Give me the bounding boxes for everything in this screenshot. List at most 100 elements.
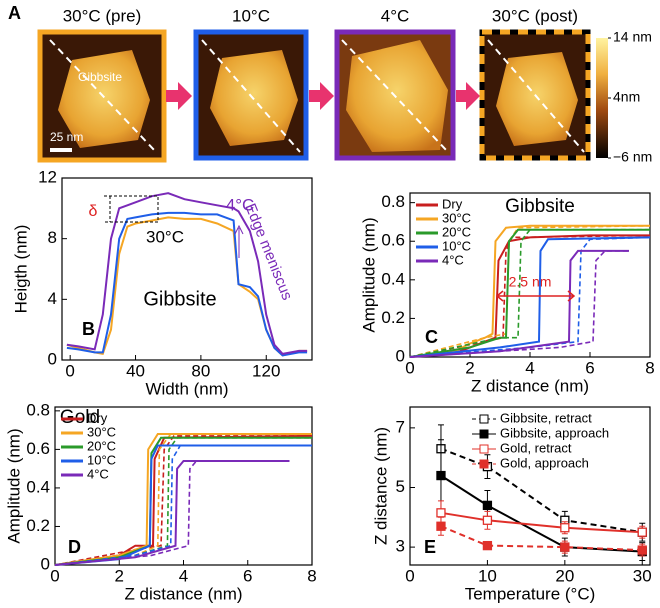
marker (482, 540, 493, 551)
chart-title: Gibbsite (505, 196, 575, 217)
series-line (440, 474, 643, 553)
series-line (440, 447, 643, 534)
series-line-dashed (54, 444, 312, 566)
gap-arrow (495, 290, 576, 302)
legend-label: Gibbsite, retract (500, 410, 592, 425)
panel-label: D (68, 537, 81, 557)
colorbar-tick-label: −6 nm (613, 149, 652, 165)
series-line-dashed (409, 234, 651, 358)
y-tick-label: 3 (396, 537, 405, 556)
marker (637, 545, 647, 555)
x-tick-label: 2 (465, 358, 474, 377)
legend-marker (479, 414, 489, 424)
marker (436, 521, 446, 531)
y-axis-label: Heigth (nm) (11, 225, 30, 314)
legend-label: 20°C (87, 438, 116, 453)
series-label: 30°C (146, 227, 184, 246)
y-axis-label: Amplitude (nm) (359, 217, 378, 332)
x-tick-label: 120 (252, 361, 280, 380)
y-tick-label: 0.4 (381, 269, 405, 288)
legend-label: Gibbsite, approach (500, 425, 609, 440)
legend-label: 20°C (442, 224, 471, 239)
legend-marker (479, 429, 489, 439)
y-tick-label: 0 (48, 349, 57, 368)
image-title: 10°C (232, 6, 270, 25)
series-line (440, 511, 643, 534)
x-tick-label: 2 (115, 566, 124, 585)
y-tick-label: 8 (48, 228, 57, 247)
marker (436, 508, 446, 518)
x-tick-label: 0 (405, 358, 414, 377)
series-line-dashed (409, 250, 629, 358)
x-tick-label: 8 (307, 566, 316, 585)
marker (560, 523, 570, 533)
marker (436, 470, 446, 481)
series-line (440, 525, 643, 552)
x-tick-label: 20 (555, 566, 574, 585)
y-tick-label: 0.8 (26, 400, 50, 419)
y-tick-label: 12 (38, 167, 57, 186)
legend-marker (479, 459, 489, 469)
plot-frame (61, 177, 313, 361)
y-tick-label: 0 (41, 554, 50, 573)
x-tick-label: 0 (50, 566, 59, 585)
x-axis-label: Z distance (nm) (471, 376, 589, 395)
y-axis-label: Amplitude (nm) (4, 428, 23, 543)
x-tick-label: 40 (126, 361, 145, 380)
legend-label: Dry (87, 410, 108, 425)
y-tick-label: 0.8 (381, 192, 405, 211)
legend-label: Gold, approach (500, 455, 589, 470)
series-line (66, 211, 308, 357)
panel-label: A (8, 3, 21, 23)
marker (637, 527, 647, 537)
x-tick-label: 8 (645, 358, 654, 377)
x-axis-label: Temperature (°C) (465, 584, 596, 603)
marker (560, 542, 570, 552)
series-line-dashed (54, 460, 290, 566)
arrows (166, 82, 480, 110)
plot-frame (409, 406, 651, 566)
x-axis-label: Z distance (nm) (124, 584, 242, 603)
marker (482, 515, 493, 525)
image-title: 30°C (post) (492, 6, 578, 25)
colorbar-tick-label: 4nm (613, 89, 640, 105)
x-axis-label: Width (nm) (145, 379, 228, 398)
x-tick-label: 10 (478, 566, 497, 585)
x-tick-label: 6 (243, 566, 252, 585)
colorbar (596, 38, 608, 158)
x-tick-label: 80 (191, 361, 210, 380)
series-line (66, 192, 308, 355)
afm-image (334, 29, 456, 161)
legend-label: 10°C (442, 238, 471, 253)
annotation: Gibbsite (143, 288, 216, 310)
legend-label: 30°C (87, 424, 116, 439)
legend-label: Dry (442, 196, 463, 211)
colorbar-tick-label: 14 nm (613, 29, 652, 45)
y-tick-label: 7 (396, 417, 405, 436)
image-annotation: Gibbsite (78, 70, 122, 84)
legend-label: 4°C (87, 466, 109, 481)
x-tick-label: 0 (405, 566, 414, 585)
image-title: 4°C (381, 6, 410, 25)
y-tick-label: 0.6 (381, 231, 405, 250)
series-line-dashed (54, 435, 312, 566)
marker (482, 500, 493, 511)
annotation: 2.5 nm (509, 274, 552, 290)
annotation: δ (89, 203, 98, 220)
afm-image (479, 29, 591, 161)
legend-label: 10°C (87, 452, 116, 467)
y-tick-label: 0.4 (26, 477, 50, 496)
scale-bar-label: 25 nm (50, 130, 83, 144)
legend-label: Gold, retract (500, 440, 572, 455)
x-tick-label: 30 (633, 566, 652, 585)
meniscus-arrow (234, 224, 244, 258)
series-line-dashed (409, 228, 650, 358)
y-tick-label: 0.6 (26, 439, 50, 458)
x-tick-label: 6 (585, 358, 594, 377)
y-tick-label: 0.2 (26, 516, 50, 535)
legend-marker (479, 444, 489, 454)
panel-label: E (424, 537, 436, 557)
legend-label: 30°C (442, 210, 471, 225)
y-tick-label: 0.2 (381, 308, 405, 327)
image-title: 30°C (pre) (63, 6, 142, 25)
